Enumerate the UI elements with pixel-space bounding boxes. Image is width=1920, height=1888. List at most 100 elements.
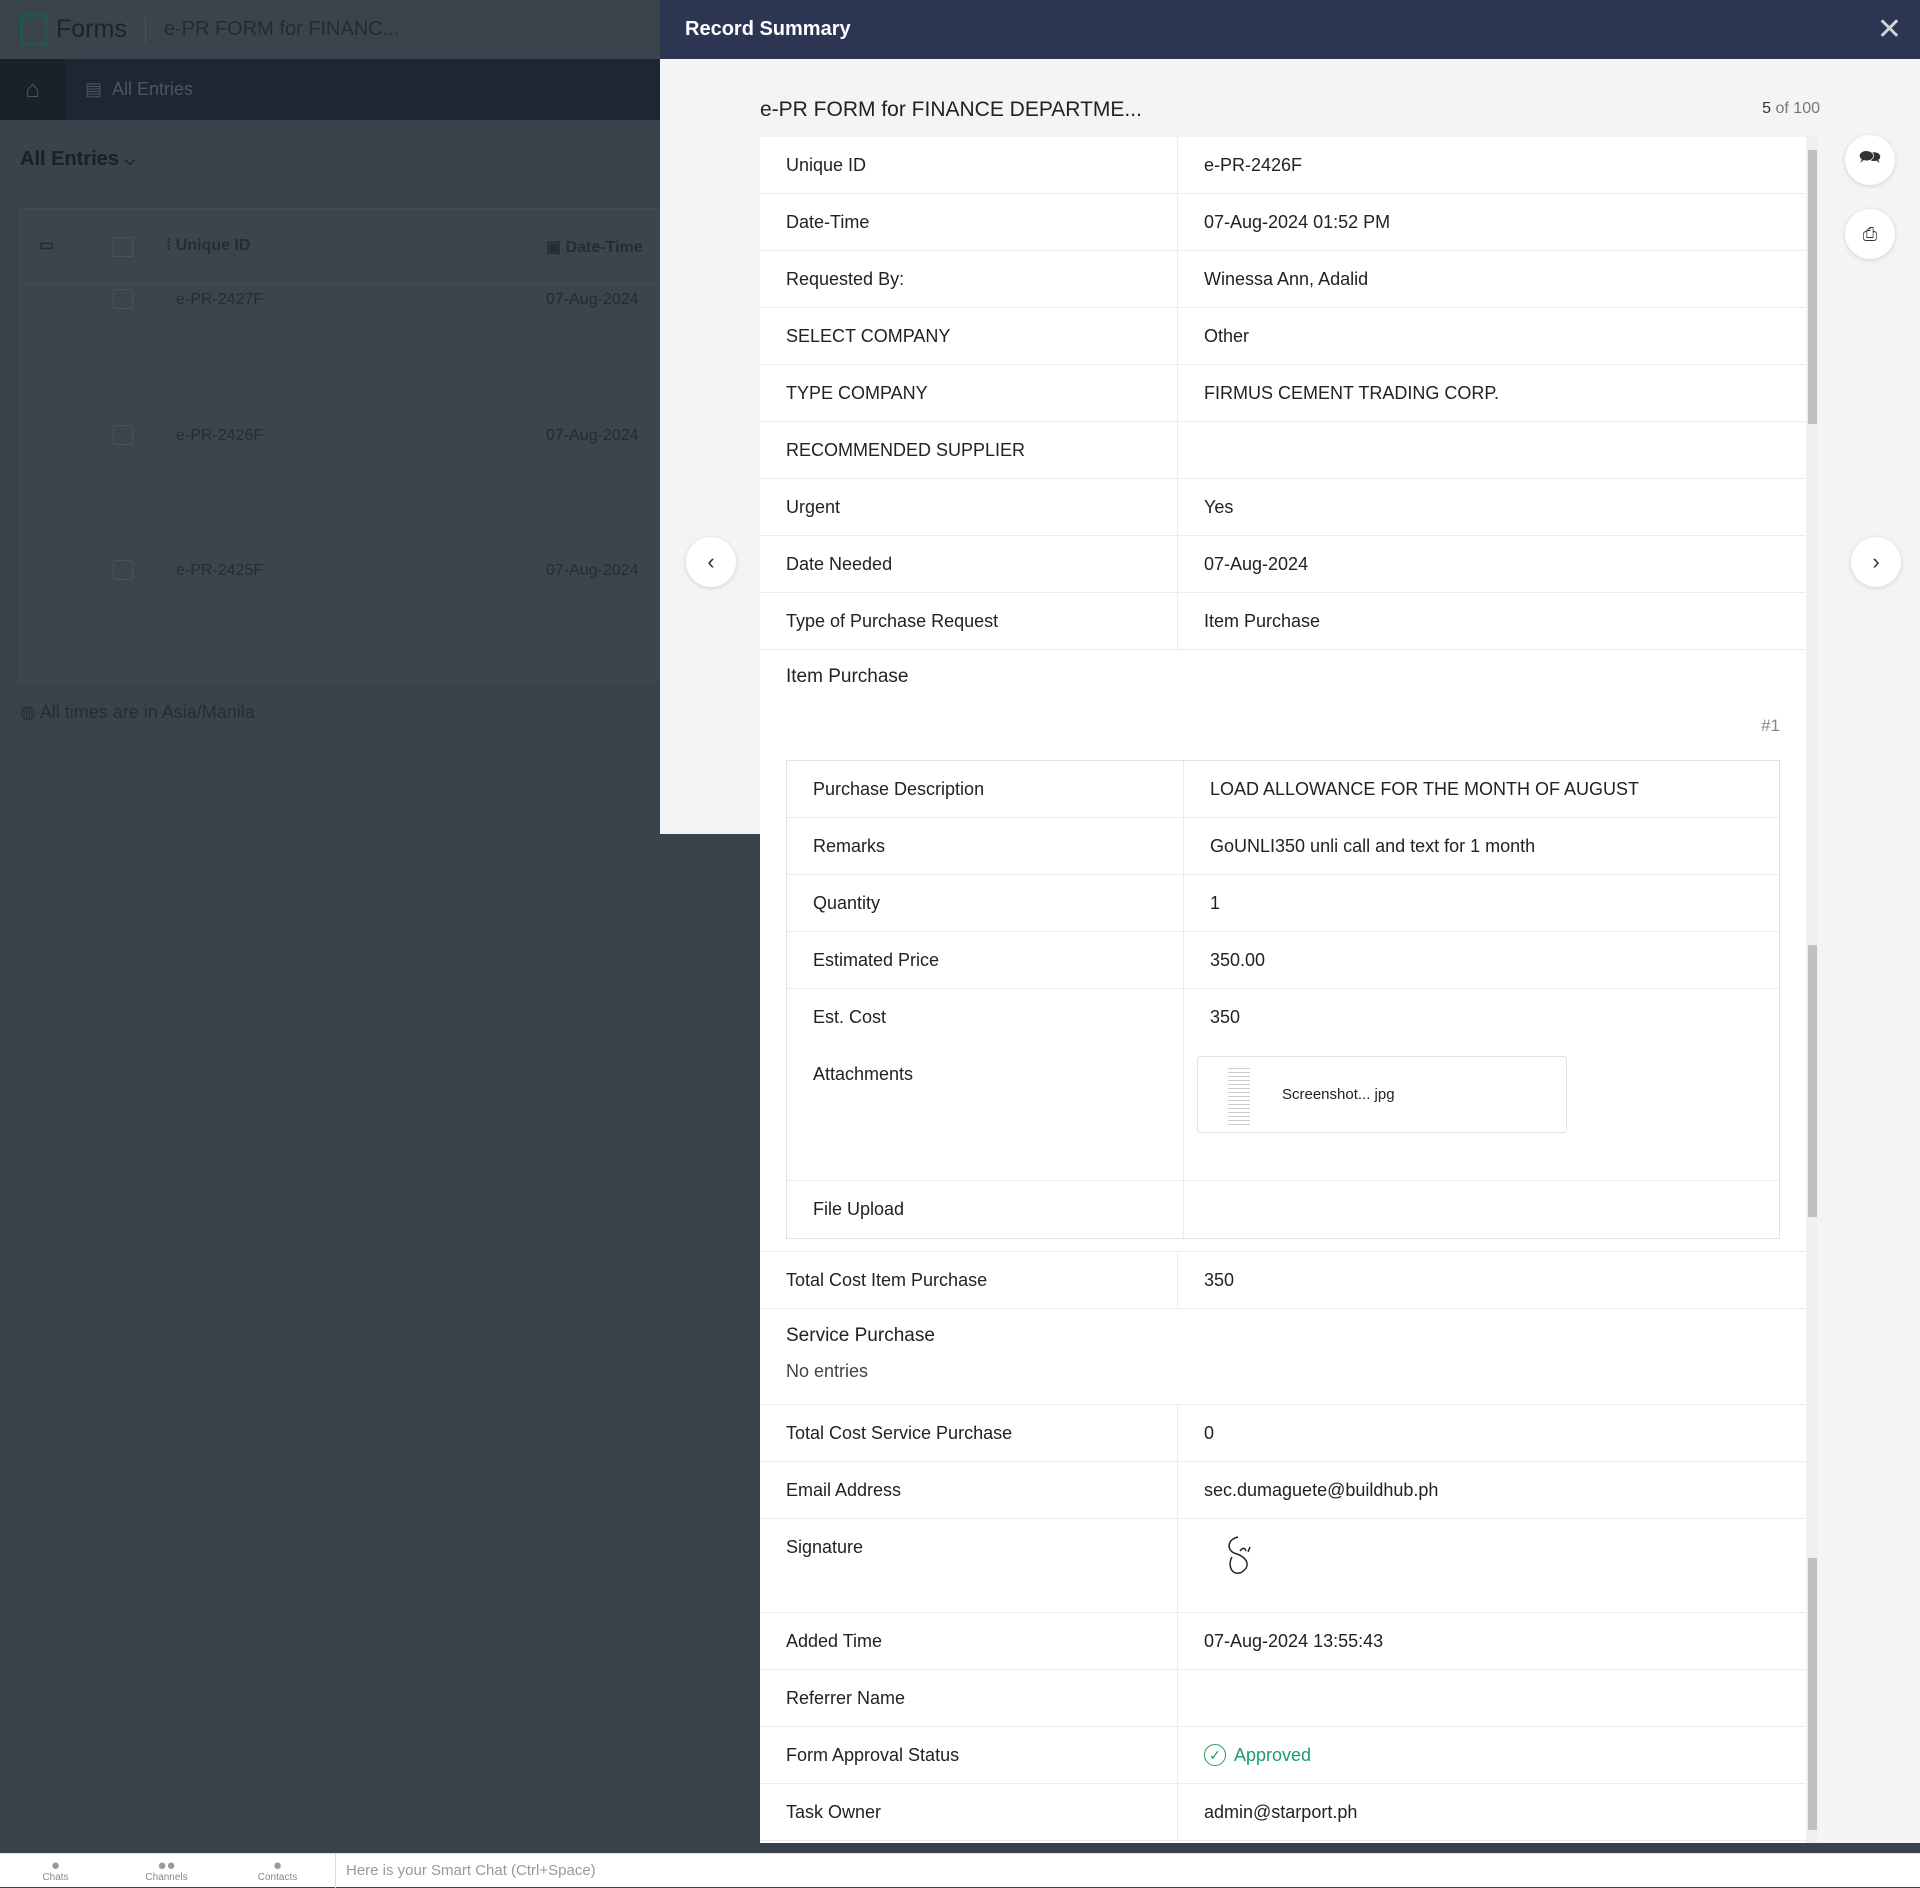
field-label: Purchase Description — [787, 761, 1184, 817]
column-date-time[interactable]: ▣ Date-Time — [546, 239, 643, 256]
section-heading: Service Purchase — [786, 1325, 935, 1346]
field-row: Purchase Description LOAD ALLOWANCE FOR T… — [787, 761, 1779, 818]
next-record-button[interactable]: › — [1851, 537, 1901, 587]
chat-bar: ● Chats ●● Channels ● Contacts Here is your… — [0, 1853, 1920, 1888]
field-value: FIRMUS CEMENT TRADING CORP. — [1204, 382, 1500, 403]
field-value: 0 — [1204, 1422, 1215, 1443]
record-summary-header: Record Summary ✕ — [660, 0, 1920, 59]
channels-button[interactable]: ●● Channels — [111, 1858, 222, 1883]
item-purchase-subform: Purchase Description LOAD ALLOWANCE FOR T… — [786, 760, 1780, 1239]
date-cell: 07-Aug-2024 — [546, 562, 639, 579]
attachment-file[interactable]: Screenshot... jpg — [1197, 1056, 1567, 1133]
item-purchase-section: Item Purchase #1 Purchase Description LOA… — [760, 650, 1806, 1252]
field-label: Requested By: — [760, 251, 1178, 307]
row-checkbox[interactable] — [113, 289, 133, 309]
contacts-button[interactable]: ● Contacts — [222, 1858, 333, 1883]
divider — [144, 16, 146, 43]
person-icon: ● — [272, 1857, 283, 1874]
chats-button[interactable]: ● Chats — [0, 1858, 111, 1883]
field-row: Attachments Screenshot... jpg — [787, 1046, 1779, 1181]
field-row: RECOMMENDED SUPPLIER — [760, 422, 1806, 479]
form-name[interactable]: e-PR FORM for FINANC... — [163, 18, 400, 40]
field-label: Total Cost Item Purchase — [760, 1252, 1178, 1308]
home-icon[interactable]: ⌂ — [0, 59, 65, 120]
field-row: Est. Cost 350 — [787, 989, 1779, 1046]
file-thumbnail — [1228, 1064, 1250, 1125]
record-title: e-PR FORM for FINANCE DEPARTME... — [760, 98, 1142, 121]
field-label: Task Owner — [760, 1784, 1178, 1840]
field-label: Total Cost Service Purchase — [760, 1405, 1178, 1461]
section-heading: Item Purchase — [786, 666, 909, 687]
check-circle-icon: ✓ — [1204, 1744, 1226, 1766]
field-value: 350 — [1204, 1269, 1235, 1290]
entries-table: ▭ ⁞ Unique ID ▣ Date-Time e-PR-2427F 07-A… — [20, 208, 660, 682]
timezone-note: ◍ All times are in Asia/Manila — [20, 702, 255, 722]
field-label: SELECT COMPANY — [760, 308, 1178, 364]
chevron-right-icon: › — [1872, 549, 1880, 574]
field-label: File Upload — [787, 1181, 1184, 1238]
select-all-checkbox[interactable] — [113, 237, 133, 257]
unique-id-cell: e-PR-2425F — [176, 562, 264, 579]
field-value: Yes — [1204, 496, 1234, 517]
field-value: 350 — [1210, 1007, 1241, 1027]
field-label: Date Needed — [760, 536, 1178, 592]
field-value — [1178, 1670, 1204, 1726]
field-value: Winessa Ann, Adalid — [1204, 268, 1369, 289]
entries-view-dropdown[interactable]: All Entries ⌵ — [20, 148, 135, 171]
scrollbar-thumb[interactable] — [1808, 150, 1817, 424]
view-label: All Entries — [20, 148, 119, 170]
tab-all-entries[interactable]: ▤ All Entries — [85, 79, 193, 100]
field-row: Added Time 07-Aug-2024 13:55:43 — [760, 1613, 1806, 1670]
printer-icon: ⎙ — [1862, 223, 1878, 244]
field-value: LOAD ALLOWANCE FOR THE MONTH OF AUGUST — [1210, 778, 1640, 799]
chevron-down-icon: ⌵ — [124, 152, 136, 168]
comments-button[interactable]: 🗪 — [1845, 135, 1895, 185]
panel-title: Record Summary — [685, 18, 851, 40]
field-value: 07-Aug-2024 — [1204, 553, 1309, 574]
field-value: 350.00 — [1210, 949, 1266, 970]
field-row: Form Approval Status ✓ Approved — [760, 1727, 1806, 1784]
field-row: Requested By: Winessa Ann, Adalid — [760, 251, 1806, 308]
nav-bar: ⌂ ▤ All Entries — [0, 59, 660, 120]
scrollbar-thumb[interactable] — [1808, 1558, 1817, 1830]
previous-record-button[interactable]: ‹ — [686, 537, 736, 587]
forms-logo-icon — [20, 13, 48, 46]
column-settings-icon[interactable]: ▭ — [39, 237, 55, 254]
field-row: File Upload — [787, 1181, 1779, 1238]
date-cell: 07-Aug-2024 — [546, 291, 639, 308]
app-name: Forms — [56, 15, 127, 43]
row-checkbox[interactable] — [113, 425, 133, 445]
field-row: Urgent Yes — [760, 479, 1806, 536]
field-row: Total Cost Service Purchase 0 — [760, 1405, 1806, 1462]
column-unique-id[interactable]: ⁞ Unique ID — [166, 237, 251, 254]
chat-icon: ● — [50, 1857, 61, 1874]
entry-index: #1 — [1761, 716, 1780, 735]
field-value: 1 — [1210, 892, 1221, 913]
field-value: Item Purchase — [1204, 610, 1321, 631]
field-value — [1178, 422, 1204, 478]
tab-label: All Entries — [112, 79, 194, 99]
email-link[interactable]: sec.dumaguete@buildhub.ph — [1204, 1479, 1439, 1500]
row-checkbox[interactable] — [113, 560, 133, 580]
close-icon[interactable]: ✕ — [1876, 13, 1902, 46]
task-owner-link[interactable]: admin@starport.ph — [1204, 1801, 1358, 1822]
field-label: Quantity — [787, 875, 1184, 931]
field-label: Urgent — [760, 479, 1178, 535]
field-label: Unique ID — [760, 137, 1178, 193]
date-cell: 07-Aug-2024 — [546, 427, 639, 444]
chat-bubbles-icon: 🗪 — [1858, 147, 1882, 167]
unique-id-cell: e-PR-2427F — [176, 291, 264, 308]
panel-background — [660, 59, 760, 834]
chevron-left-icon: ‹ — [707, 549, 715, 574]
smart-chat-input[interactable]: Here is your Smart Chat (Ctrl+Space) — [335, 1853, 1885, 1888]
scrollbar-thumb[interactable] — [1808, 945, 1817, 1217]
field-row: Remarks GoUNLI350 unli call and text for … — [787, 818, 1779, 875]
field-label: Date-Time — [760, 194, 1178, 250]
field-row: Task Owner admin@starport.ph — [760, 1784, 1806, 1841]
service-purchase-section: Service Purchase No entries — [760, 1309, 1806, 1405]
print-button[interactable]: ⎙ — [1845, 209, 1895, 259]
field-row: Date-Time 07-Aug-2024 01:52 PM — [760, 194, 1806, 251]
field-label: Added Time — [760, 1613, 1178, 1669]
field-row: Referrer Name — [760, 1670, 1806, 1727]
field-row: TYPE COMPANY FIRMUS CEMENT TRADING CORP. — [760, 365, 1806, 422]
